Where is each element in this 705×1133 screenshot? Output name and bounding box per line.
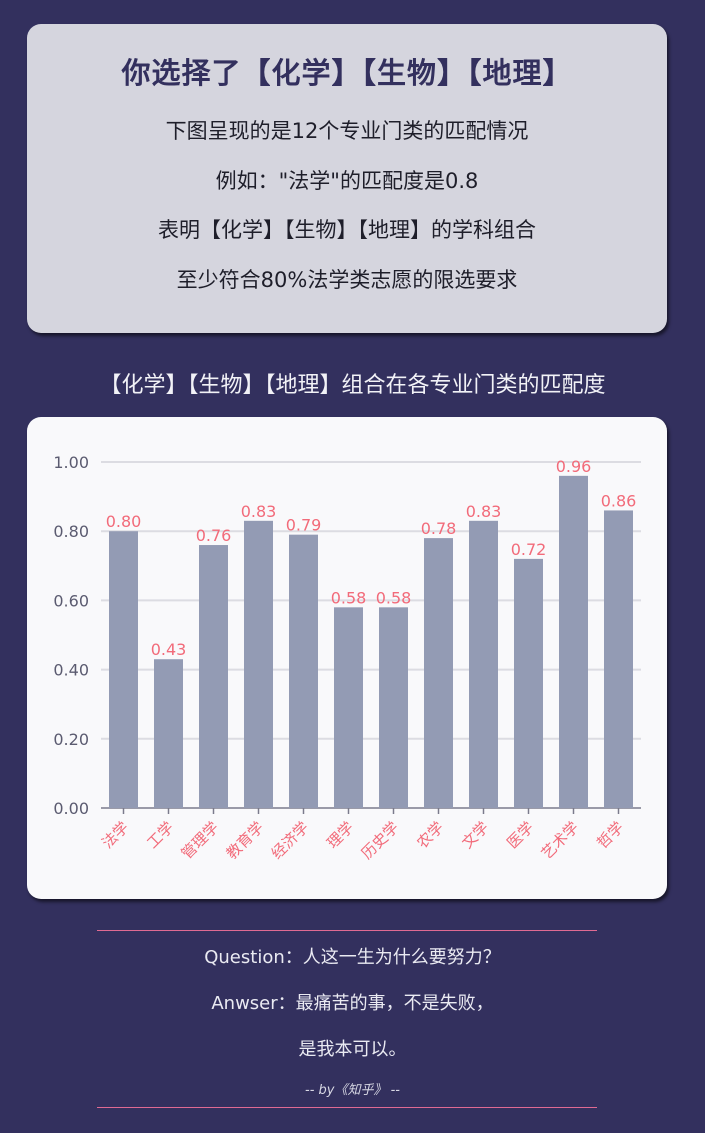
data-label: 0.83 — [241, 502, 277, 521]
bar — [244, 520, 273, 808]
data-label: 0.96 — [556, 457, 592, 476]
intro-card: 你选择了【化学】【生物】【地理】 下图呈现的是12个专业门类的匹配情况 例如："… — [27, 24, 667, 333]
intro-line-1: 下图呈现的是12个专业门类的匹配情况 — [165, 119, 529, 143]
footer-divider-bottom — [97, 1107, 597, 1108]
bar — [559, 475, 588, 808]
data-label: 0.83 — [466, 502, 502, 521]
bar — [379, 607, 408, 808]
x-tick-label: 历史学 — [358, 818, 403, 863]
x-tick-label: 文学 — [458, 818, 492, 852]
chart-card: 0.00 0.20 0.40 0.60 0.80 1.00 0.80 法学 0.43 工学 0.76… — [27, 417, 667, 899]
x-tick-label: 管理学 — [178, 818, 223, 863]
x-tick-label: 医学 — [503, 818, 537, 852]
bar — [424, 538, 453, 808]
bar — [154, 659, 183, 808]
x-tick-label: 教育学 — [223, 818, 268, 863]
intro-line-3: 表明【化学】【生物】【地理】的学科组合 — [158, 218, 536, 242]
x-tick-label: 经济学 — [268, 818, 313, 863]
x-tick-label: 艺术学 — [538, 818, 583, 863]
y-tick-label: 0.80 — [53, 522, 89, 541]
data-label: 0.80 — [106, 512, 142, 531]
bar-chart: 0.00 0.20 0.40 0.60 0.80 1.00 0.80 法学 0.43 工学 0.76… — [53, 453, 641, 863]
data-label: 0.76 — [196, 526, 232, 545]
x-tick-label: 理学 — [323, 818, 357, 852]
y-tick-label: 0.60 — [53, 591, 89, 610]
x-tick-label: 农学 — [413, 818, 447, 852]
chart-title: 【化学】【生物】【地理】组合在各专业门类的匹配度 — [99, 373, 606, 398]
data-label: 0.86 — [601, 491, 637, 510]
bar — [334, 607, 363, 808]
data-label: 0.78 — [421, 519, 457, 538]
y-tick-label: 0.40 — [53, 661, 89, 680]
data-label: 0.58 — [331, 588, 367, 607]
intro-title: 你选择了【化学】【生物】【地理】 — [121, 56, 573, 90]
data-label: 0.43 — [151, 640, 187, 659]
data-label: 0.72 — [511, 540, 547, 559]
x-tick-label: 法学 — [98, 818, 132, 852]
footer-answer-2: 是我本可以。 — [298, 1039, 407, 1060]
bar — [289, 534, 318, 808]
intro-line-4: 至少符合80%法学类志愿的限选要求 — [176, 268, 518, 292]
bar — [514, 558, 543, 808]
footer-answer: Anwser：最痛苦的事，不是失败， — [211, 993, 494, 1014]
x-tick-label: 哲学 — [593, 818, 627, 852]
bar — [469, 520, 498, 808]
x-tick-label: 工学 — [143, 818, 177, 852]
intro-line-2: 例如："法学"的匹配度是0.8 — [215, 169, 479, 193]
y-tick-label: 1.00 — [53, 453, 89, 472]
data-label: 0.79 — [286, 516, 322, 535]
bar — [109, 531, 138, 808]
data-label: 0.58 — [376, 588, 412, 607]
footer-divider-top — [97, 930, 597, 931]
footer-credit: -- by《知乎》 -- — [305, 1083, 400, 1098]
bar — [604, 510, 633, 808]
y-tick-label: 0.00 — [53, 799, 89, 818]
y-tick-label: 0.20 — [53, 730, 89, 749]
bar — [199, 545, 228, 808]
footer-question: Question：人这一生为什么要努力？ — [204, 947, 501, 968]
